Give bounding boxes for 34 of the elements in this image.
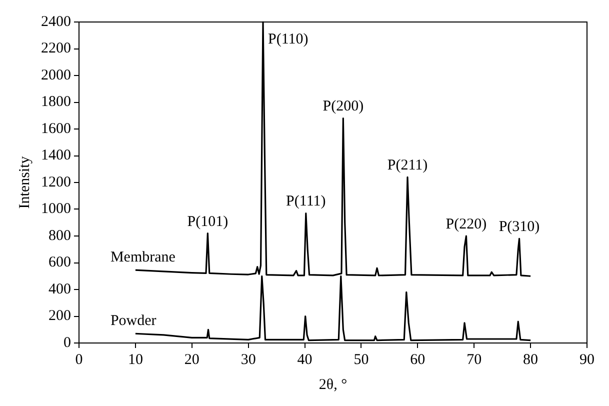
x-tick-label: 70 [466,352,482,368]
y-tick-label: 2200 [41,40,71,57]
y-tick-label: 0 [64,334,71,351]
y-tick-label: 2400 [41,14,71,30]
y-tick-label: 600 [48,254,71,271]
annotation: P(310) [498,219,540,236]
y-tick-label: 200 [48,308,71,324]
x-tick-label: 60 [410,352,426,368]
annotation: P(111) [286,194,326,210]
x-axis-title: 2θ, ° [318,376,348,393]
x-tick-label: 90 [580,352,594,368]
annotation: P(211) [387,158,428,174]
y-tick-label: 2000 [41,67,71,84]
y-tick-label: 400 [48,281,71,298]
x-tick-label: 30 [240,352,256,368]
y-tick-label: 1000 [41,201,71,218]
y-tick-label: 800 [48,228,71,244]
y-tick-label: 1400 [41,148,71,164]
series-label: Membrane [110,250,176,266]
x-tick-label: 0 [75,352,83,368]
x-tick-label: 40 [297,352,312,368]
x-tick-label: 20 [184,352,200,368]
annotation: P(200) [322,98,364,115]
annotation: P(110) [268,31,308,48]
series-label: Powder [110,313,156,330]
x-tick-label: 10 [128,352,143,368]
y-tick-label: 1800 [41,94,71,110]
annotation: P(101) [187,214,228,230]
y-axis-title: Intensity [16,156,33,209]
annotation: P(220) [446,216,487,232]
y-tick-label: 1600 [41,120,71,137]
x-tick-label: 50 [354,352,369,368]
x-tick-label: 80 [523,352,538,368]
y-tick-label: 1200 [41,174,71,190]
